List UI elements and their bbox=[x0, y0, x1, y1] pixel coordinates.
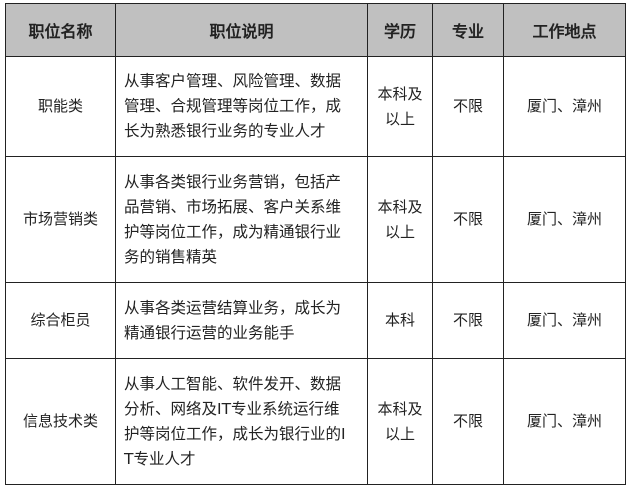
education: 本科及以上 bbox=[367, 156, 433, 283]
table-row: 职能类 从事客户管理、风险管理、数据管理、合规管理等岗位工作，成长为熟悉银行业务… bbox=[5, 56, 626, 157]
header-position-name: 职位名称 bbox=[5, 3, 116, 57]
major: 不限 bbox=[432, 358, 504, 485]
education: 本科及以上 bbox=[367, 358, 433, 485]
table-row: 综合柜员 从事各类运营结算业务，成长为精通银行运营的业务能手 本科 不限 厦门、… bbox=[5, 282, 626, 359]
table-row: 信息技术类 从事人工智能、软件发开、数据分析、网络及IT专业系统运行维护等岗位工… bbox=[5, 358, 626, 485]
education: 本科 bbox=[367, 282, 433, 359]
education: 本科及以上 bbox=[367, 56, 433, 157]
location: 厦门、漳州 bbox=[503, 282, 626, 359]
header-major: 专业 bbox=[432, 3, 504, 57]
major: 不限 bbox=[432, 56, 504, 157]
position-name: 职能类 bbox=[5, 56, 116, 157]
position-desc: 从事人工智能、软件发开、数据分析、网络及IT专业系统运行维护等岗位工作，成长为银… bbox=[115, 358, 368, 485]
location: 厦门、漳州 bbox=[503, 56, 626, 157]
position-name: 市场营销类 bbox=[5, 156, 116, 283]
location: 厦门、漳州 bbox=[503, 156, 626, 283]
header-location: 工作地点 bbox=[503, 3, 626, 57]
table-row: 市场营销类 从事各类银行业务营销，包括产品营销、市场拓展、客户关系维护等岗位工作… bbox=[5, 156, 626, 283]
position-desc: 从事各类银行业务营销，包括产品营销、市场拓展、客户关系维护等岗位工作，成为精通银… bbox=[115, 156, 368, 283]
major: 不限 bbox=[432, 282, 504, 359]
position-desc: 从事各类运营结算业务，成长为精通银行运营的业务能手 bbox=[115, 282, 368, 359]
position-name: 信息技术类 bbox=[5, 358, 116, 485]
header-row: 职位名称 职位说明 学历 专业 工作地点 bbox=[5, 3, 626, 57]
position-desc: 从事客户管理、风险管理、数据管理、合规管理等岗位工作，成长为熟悉银行业务的专业人… bbox=[115, 56, 368, 157]
header-position-desc: 职位说明 bbox=[115, 3, 368, 57]
major: 不限 bbox=[432, 156, 504, 283]
header-education: 学历 bbox=[367, 3, 433, 57]
location: 厦门、漳州 bbox=[503, 358, 626, 485]
positions-table: 职位名称 职位说明 学历 专业 工作地点 职能类 从事客户管理、风险管理、数据管… bbox=[5, 3, 626, 485]
position-name: 综合柜员 bbox=[5, 282, 116, 359]
